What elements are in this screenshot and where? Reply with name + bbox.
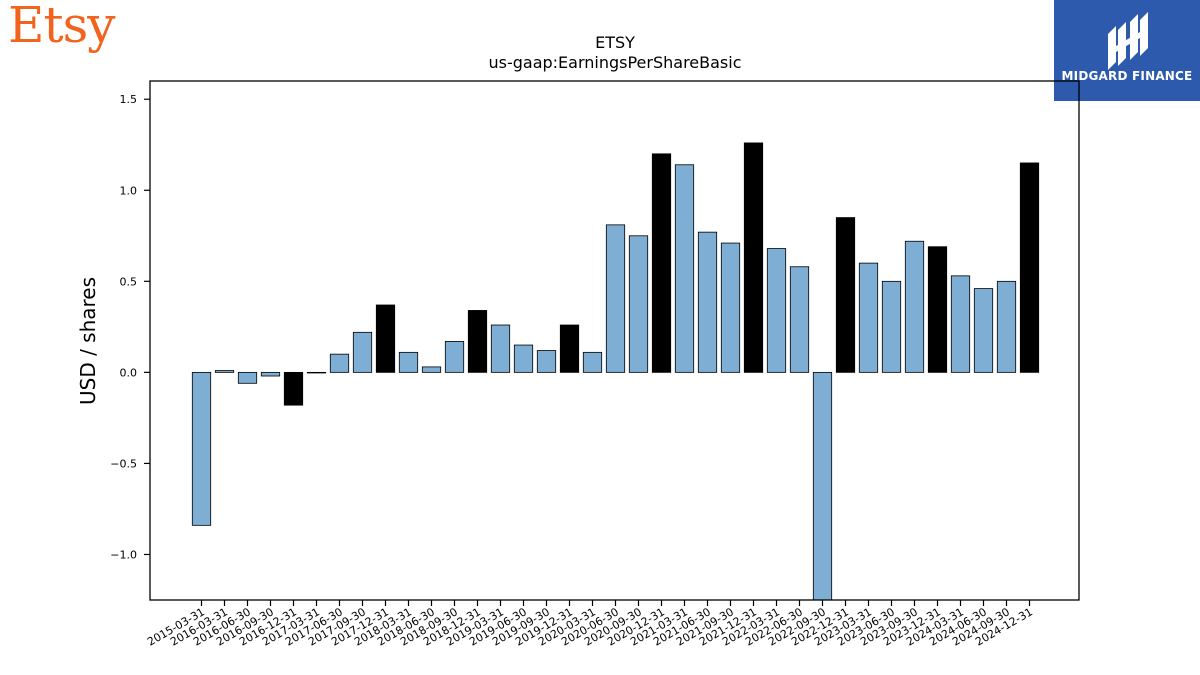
y-tick-label: 1.0 — [120, 184, 138, 197]
y-tick-label: −1.0 — [110, 548, 137, 561]
plot-frame — [149, 80, 1080, 601]
y-tick-label: 1.5 — [120, 93, 138, 106]
bar-2022-12-31 — [835, 217, 856, 373]
bar-2023-09-30 — [904, 240, 925, 373]
bar-2018-03-31 — [398, 351, 419, 373]
bar-2022-03-31 — [766, 248, 787, 373]
bar-2016-06-30 — [237, 371, 258, 384]
x-axis-ticks: 2015-03-312016-03-312016-06-302016-09-30… — [145, 600, 1035, 649]
partner-name: MIDGARD FINANCE — [1061, 69, 1193, 83]
bar-2016-12-31 — [283, 371, 304, 406]
y-tick-label: 0.5 — [120, 275, 138, 288]
bar-2020-06-30 — [605, 224, 626, 373]
bar-2020-12-31 — [651, 153, 672, 373]
bar-2024-06-30 — [973, 288, 994, 373]
bar-2019-09-30 — [536, 350, 557, 373]
chart-subtitle: us-gaap:EarningsPerShareBasic — [488, 53, 741, 72]
midgard-finance-logo: MIDGARD FINANCE — [1054, 0, 1200, 101]
bar-2015-03-31 — [191, 371, 212, 526]
bar-2017-12-31 — [375, 304, 396, 373]
y-axis-ticks: −1.0 −0.5 0.0 0.5 1.0 1.5 — [110, 93, 150, 561]
bar-group — [191, 142, 1040, 601]
bar-2020-09-30 — [628, 235, 649, 373]
bar-2016-09-30 — [260, 371, 281, 377]
bar-2024-03-31 — [950, 275, 971, 373]
bar-2021-03-31 — [674, 164, 695, 373]
y-tick-label: −0.5 — [110, 457, 137, 470]
bar-2024-09-30 — [996, 280, 1017, 373]
bar-2021-09-30 — [720, 242, 741, 373]
bar-2023-06-30 — [881, 280, 902, 373]
bar-2023-03-31 — [858, 262, 879, 373]
bar-2016-03-31 — [214, 370, 235, 373]
midgard-emblem-icon — [1108, 12, 1148, 70]
bar-2018-12-31 — [467, 310, 488, 373]
bar-2023-12-31 — [927, 246, 948, 373]
etsy-logo: Etsy — [8, 0, 115, 54]
bar-2019-12-31 — [559, 324, 580, 373]
bar-2020-03-31 — [582, 351, 603, 373]
bar-2021-06-30 — [697, 231, 718, 373]
bar-2024-12-31 — [1019, 162, 1040, 373]
bar-2019-06-30 — [513, 344, 534, 373]
bar-2021-12-31 — [743, 142, 764, 373]
bar-2018-06-30 — [421, 366, 442, 373]
bar-2022-06-30 — [789, 266, 810, 373]
y-axis-label: USD / shares — [76, 277, 100, 405]
bar-2017-06-30 — [329, 353, 350, 373]
bar-2017-03-31 — [306, 371, 327, 374]
bar-2022-09-30 — [812, 371, 833, 601]
y-tick-label: 0.0 — [120, 366, 138, 379]
chart-title: ETSY — [595, 33, 635, 52]
bar-2018-09-30 — [444, 341, 465, 373]
bar-2017-09-30 — [352, 331, 373, 373]
bar-2019-03-31 — [490, 324, 511, 373]
